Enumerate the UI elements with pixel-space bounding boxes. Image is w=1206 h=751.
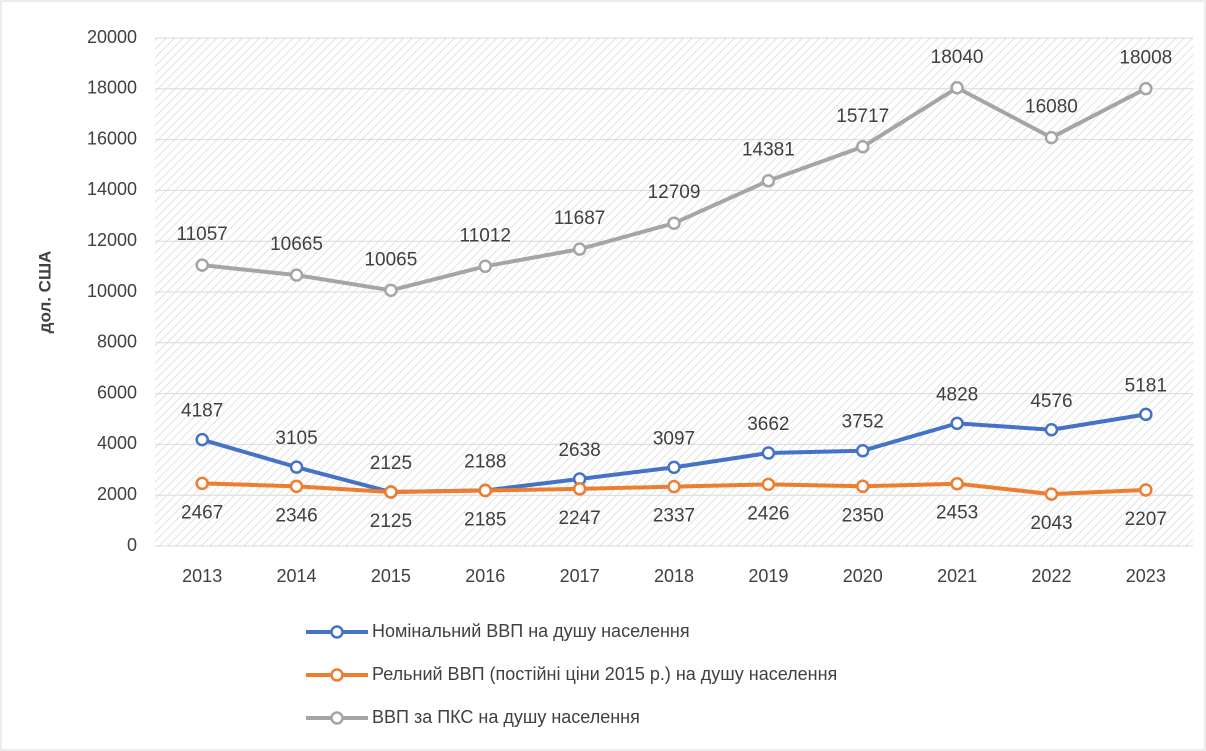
data-label: 2207	[1125, 509, 1167, 530]
y-tick-label: 8000	[97, 332, 137, 352]
data-label: 15717	[836, 106, 889, 127]
point	[195, 258, 209, 272]
legend-label: ВВП за ПКС на душу населення	[372, 707, 640, 727]
point	[289, 479, 304, 494]
point	[667, 460, 681, 475]
point	[1139, 407, 1153, 422]
data-label: 2346	[275, 505, 317, 526]
y-tick-label: 6000	[97, 382, 137, 402]
point	[384, 485, 398, 499]
point	[478, 483, 493, 498]
point	[950, 476, 964, 491]
data-label: 2188	[464, 451, 506, 472]
x-tick-label: 2013	[182, 566, 222, 586]
x-tick-label: 2019	[748, 566, 788, 586]
data-label: 2247	[558, 508, 600, 529]
data-label: 2125	[370, 453, 412, 474]
data-label: 2453	[936, 503, 978, 524]
data-label: 2638	[558, 440, 600, 461]
data-label: 10665	[270, 234, 323, 255]
data-label: 2426	[747, 503, 789, 524]
legend-label: Номінальний ВВП на душу населення	[372, 621, 690, 641]
data-label: 4187	[181, 401, 223, 422]
legend-marker	[330, 711, 344, 725]
data-label: 11687	[554, 208, 605, 229]
x-tick-label: 2015	[371, 566, 411, 586]
y-tick-label: 0	[127, 535, 137, 555]
y-axis-label: дол. США	[35, 251, 54, 334]
legend-marker	[330, 668, 344, 682]
data-label: 18040	[931, 47, 984, 68]
data-label: 2125	[370, 511, 412, 532]
point	[855, 443, 870, 458]
data-label: 3105	[275, 428, 317, 449]
data-label: 2185	[464, 510, 506, 531]
point	[761, 173, 776, 188]
point	[761, 477, 776, 492]
data-label: 2043	[1030, 513, 1072, 534]
point	[195, 476, 209, 491]
x-tick-label: 2020	[843, 566, 883, 586]
point	[289, 460, 304, 474]
y-tick-label: 16000	[87, 128, 137, 148]
data-label: 12709	[648, 182, 701, 203]
x-tick-label: 2023	[1126, 566, 1166, 586]
legend-label: Рельний ВВП (постійні ціни 2015 р.) на д…	[372, 664, 837, 684]
data-label: 4576	[1030, 391, 1072, 412]
point	[1044, 487, 1059, 501]
y-tick-label: 10000	[87, 281, 137, 301]
x-tick-label: 2014	[277, 566, 317, 586]
y-tick-label: 14000	[87, 179, 137, 199]
point	[195, 432, 209, 447]
point	[855, 140, 870, 154]
y-tick-label: 18000	[87, 78, 137, 98]
data-label: 14381	[742, 140, 795, 161]
point	[1139, 483, 1153, 497]
point	[950, 416, 964, 431]
x-tick-label: 2017	[560, 566, 600, 586]
point	[667, 216, 681, 230]
point	[950, 81, 964, 95]
point	[1139, 81, 1153, 96]
data-label: 5181	[1125, 375, 1167, 396]
point	[478, 259, 493, 274]
point	[667, 479, 681, 494]
data-label: 3662	[747, 414, 789, 435]
point	[761, 446, 776, 460]
data-label: 2337	[653, 506, 695, 527]
x-tick-label: 2021	[937, 566, 977, 586]
data-label: 2350	[842, 505, 884, 526]
point	[289, 268, 304, 282]
data-label: 16080	[1025, 97, 1078, 118]
data-label: 2467	[181, 502, 223, 523]
x-tick-label: 2022	[1031, 566, 1071, 586]
x-tick-label: 2016	[465, 566, 505, 586]
data-label: 3752	[842, 412, 884, 433]
point	[1044, 130, 1059, 145]
point	[1044, 423, 1059, 437]
data-label: 11057	[176, 224, 227, 245]
y-tick-label: 2000	[97, 484, 137, 504]
point	[572, 242, 587, 256]
y-tick-label: 4000	[97, 433, 137, 453]
y-tick-label: 20000	[87, 27, 137, 47]
data-label: 18008	[1119, 48, 1172, 69]
legend-marker	[330, 625, 344, 639]
x-tick-label: 2018	[654, 566, 694, 586]
point	[855, 479, 870, 494]
data-label: 10065	[364, 249, 417, 270]
data-label: 4828	[936, 384, 978, 405]
data-label: 3097	[653, 428, 695, 449]
point	[572, 482, 587, 496]
data-label: 11012	[460, 225, 511, 246]
y-tick-label: 12000	[87, 230, 137, 250]
point	[384, 283, 398, 298]
